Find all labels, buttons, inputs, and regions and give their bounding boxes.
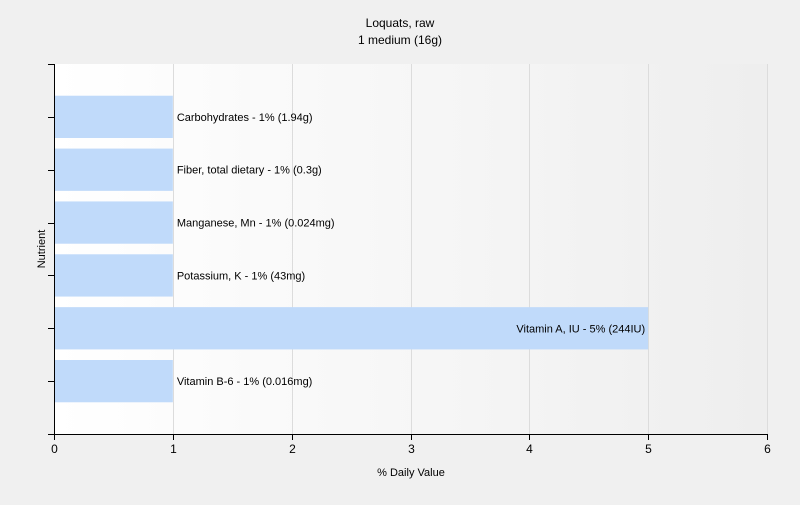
bar	[55, 360, 173, 403]
bar	[55, 201, 173, 244]
x-tick-label: 1	[170, 442, 177, 456]
x-tick-label: 2	[289, 442, 296, 456]
y-axis-label: Nutrient	[36, 230, 48, 269]
bar-labels: Carbohydrates - 1% (1.94g) Fiber, total d…	[177, 112, 645, 388]
x-tick-label: 0	[51, 442, 58, 456]
x-tick-label: 4	[526, 442, 533, 456]
x-tick-label: 6	[764, 442, 771, 456]
bar	[55, 307, 649, 350]
bar	[55, 95, 173, 138]
chart-title: Loquats, raw	[366, 16, 435, 30]
bars	[55, 95, 649, 403]
bar-label: Fiber, total dietary - 1% (0.3g)	[177, 165, 322, 177]
bar-label: Carbohydrates - 1% (1.94g)	[177, 112, 313, 124]
bar-label: Vitamin A, IU - 5% (244IU)	[516, 323, 645, 335]
bar-label: Potassium, K - 1% (43mg)	[177, 270, 305, 282]
x-tick-label: 3	[408, 442, 415, 456]
x-tick-label: 5	[645, 442, 652, 456]
chart-subtitle: 1 medium (16g)	[358, 33, 442, 47]
bar-label: Manganese, Mn - 1% (0.024mg)	[177, 218, 335, 230]
grid-lines	[173, 64, 768, 434]
axes: 0 1 2 3 4 5 6	[48, 64, 771, 456]
bar	[55, 254, 173, 297]
x-axis-label: % Daily Value	[377, 467, 445, 479]
bar-label: Vitamin B-6 - 1% (0.016mg)	[177, 376, 313, 388]
bar	[55, 148, 173, 191]
